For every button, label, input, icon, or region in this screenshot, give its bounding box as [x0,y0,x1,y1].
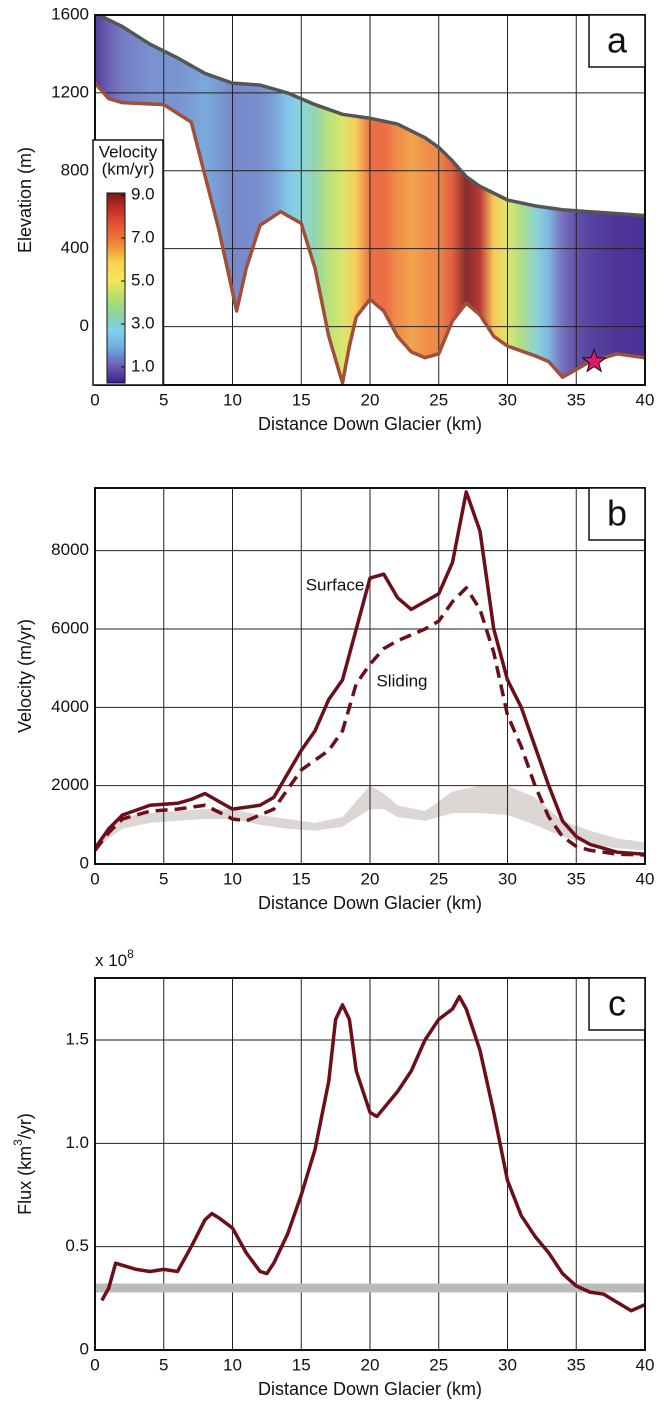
colorbar-tick-label: 9.0 [131,185,155,204]
star-marker [581,348,607,373]
x-tick-label: 40 [636,390,655,409]
panel-label: b [607,493,627,534]
data-line [95,490,645,856]
axes-frame [94,977,646,1351]
x-tick-label: 30 [498,869,517,888]
panel-label: c [608,983,626,1024]
colorbar-tick-label: 5.0 [131,271,155,290]
multiplier-base: x 10 [95,951,127,970]
x-tick-label: 15 [292,869,311,888]
x-tick-label: 10 [223,1355,242,1374]
x-tick-label: 40 [636,869,655,888]
panel-label-box [588,14,646,68]
y-tick-label: 0 [80,316,89,335]
panel-label-box [588,487,646,541]
y-tick-label: 400 [61,238,89,257]
y-tick-label: 1.0 [65,1133,89,1152]
y-axis-label: Flux (km3/yr) [11,1113,35,1215]
x-tick-label: 35 [567,390,586,409]
colorbar-tick-label: 3.0 [131,313,155,332]
x-tick-label: 35 [567,869,586,888]
x-tick-label: 30 [498,390,517,409]
y-tick-label: 1.5 [65,1029,89,1048]
y-axis-label: Velocity (m/yr) [15,619,35,733]
colorbar-title: (km/yr) [102,159,155,178]
y-tick-label: 1200 [51,82,89,101]
x-tick-label: 0 [90,869,99,888]
x-tick-label: 5 [159,869,168,888]
axis-multiplier: x 108 [95,947,134,970]
data-line [100,994,645,1313]
y-axis-label-part: /yr) [15,1113,35,1139]
data-line [95,15,645,218]
x-tick-label: 15 [292,1355,311,1374]
colorbar-box [92,139,164,386]
x-tick-label: 25 [429,869,448,888]
x-tick-label: 20 [361,869,380,888]
plot-area [95,488,645,864]
y-tick-label: 1600 [51,4,89,23]
series-annotation: Sliding [376,671,427,690]
y-tick-label: 0.5 [65,1236,89,1255]
y-axis-label: Elevation (m) [15,147,35,253]
colorbar-tick-label: 1.0 [131,356,155,375]
x-tick-label: 10 [223,390,242,409]
colorbar-tick-label: 7.0 [131,228,155,247]
series-annotation: Surface [306,575,365,594]
panel-label-box [588,977,646,1031]
x-tick-label: 15 [292,390,311,409]
x-tick-label: 25 [429,390,448,409]
x-tick-label: 20 [361,390,380,409]
x-tick-label: 5 [159,1355,168,1374]
x-tick-label: 35 [567,1355,586,1374]
y-tick-label: 0 [80,853,89,872]
x-axis-label: Distance Down Glacier (km) [258,893,482,913]
data-line [95,586,645,857]
x-tick-label: 5 [159,390,168,409]
y-axis-label-part: 3 [11,1139,25,1146]
y-axis-label-part: Flux (km [15,1146,35,1215]
y-tick-label: 8000 [51,540,89,559]
axes-frame [94,487,646,865]
x-tick-label: 30 [498,1355,517,1374]
x-tick-label: 40 [636,1355,655,1374]
y-tick-label: 0 [80,1339,89,1358]
multiplier-exponent: 8 [127,947,134,961]
x-tick-label: 0 [90,390,99,409]
colorbar [106,192,126,384]
x-tick-label: 25 [429,1355,448,1374]
y-tick-label: 2000 [51,775,89,794]
x-axis-label: Distance Down Glacier (km) [258,414,482,434]
colorbar-title: Velocity [99,142,158,161]
plot-area [95,15,645,385]
plot-area [95,978,645,1350]
y-tick-label: 4000 [51,697,89,716]
y-tick-label: 800 [61,160,89,179]
x-tick-label: 10 [223,869,242,888]
panel-label: a [607,20,628,61]
x-tick-label: 20 [361,1355,380,1374]
x-axis-label: Distance Down Glacier (km) [258,1379,482,1399]
data-line [95,81,645,385]
y-tick-label: 6000 [51,618,89,637]
x-tick-label: 0 [90,1355,99,1374]
